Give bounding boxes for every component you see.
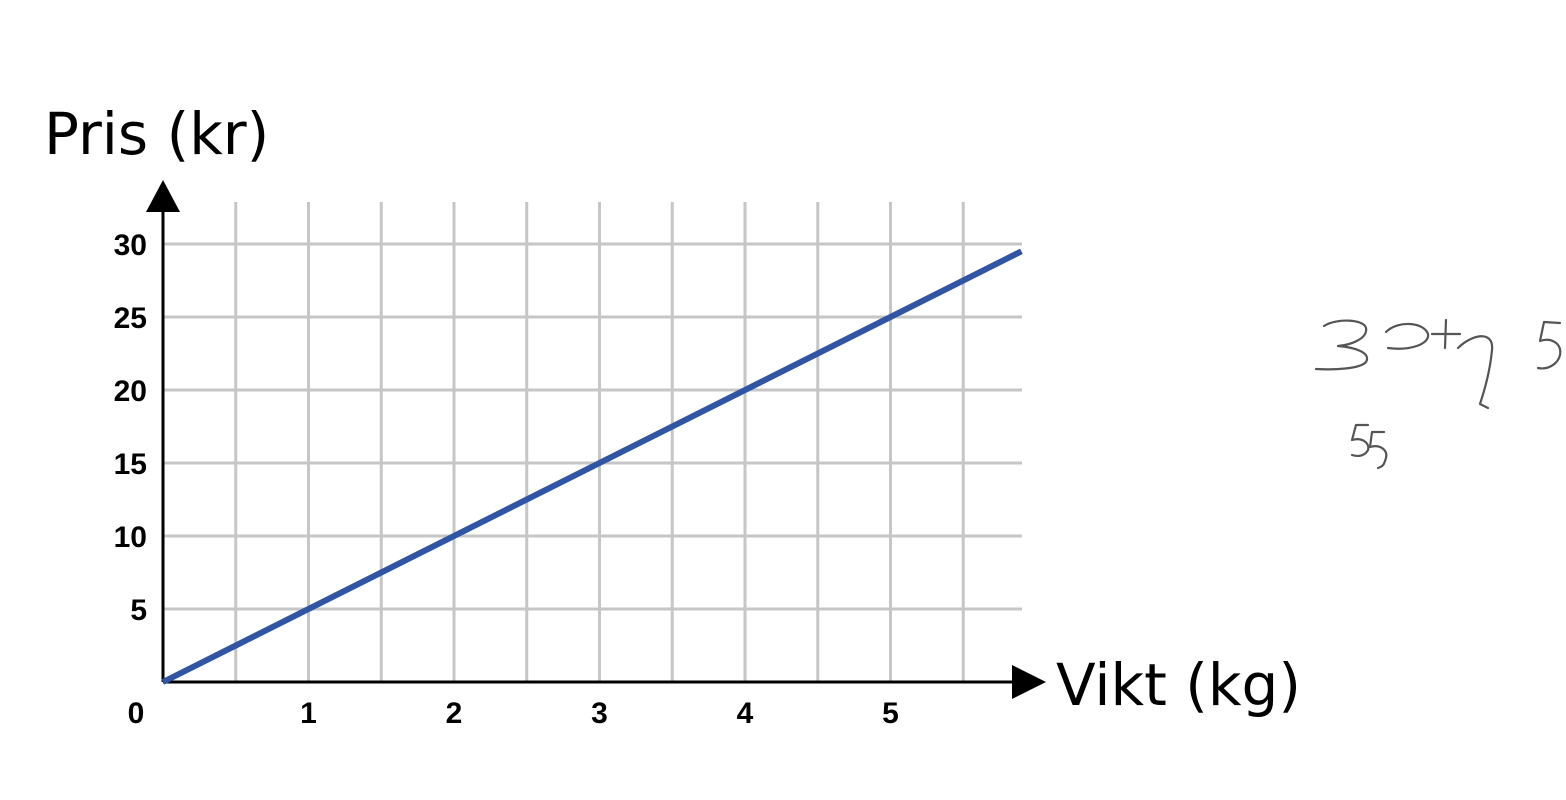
handwritten-note [1314, 318, 1562, 470]
x-tick-label: 0 [128, 697, 145, 730]
x-tick-label: 3 [591, 697, 608, 730]
x-tick-label: 4 [737, 697, 754, 730]
series-line-0 [161, 248, 1023, 685]
axes [146, 180, 1046, 699]
tick-labels: 0 1 2 3 4 5 5 10 15 20 25 30 [114, 229, 899, 730]
y-tick-label: 25 [114, 302, 147, 335]
x-axis-title: Vikt (kg) [1056, 651, 1301, 719]
x-axis-arrow [1012, 665, 1046, 699]
y-axis-arrow [146, 180, 180, 212]
x-tick-label: 5 [882, 697, 899, 730]
handwritten-note-1 [1314, 318, 1562, 410]
y-axis-title: Pris (kr) [44, 100, 269, 168]
y-tick-label: 20 [114, 375, 147, 408]
y-tick-label: 15 [114, 448, 147, 481]
series [161, 248, 1023, 685]
y-tick-label: 5 [130, 594, 147, 627]
y-tick-label: 10 [114, 521, 147, 554]
x-tick-label: 2 [446, 697, 463, 730]
handwritten-note-2 [1350, 423, 1388, 470]
y-tick-label: 30 [114, 229, 147, 262]
x-tick-label: 1 [300, 697, 317, 730]
grid [163, 202, 1022, 682]
